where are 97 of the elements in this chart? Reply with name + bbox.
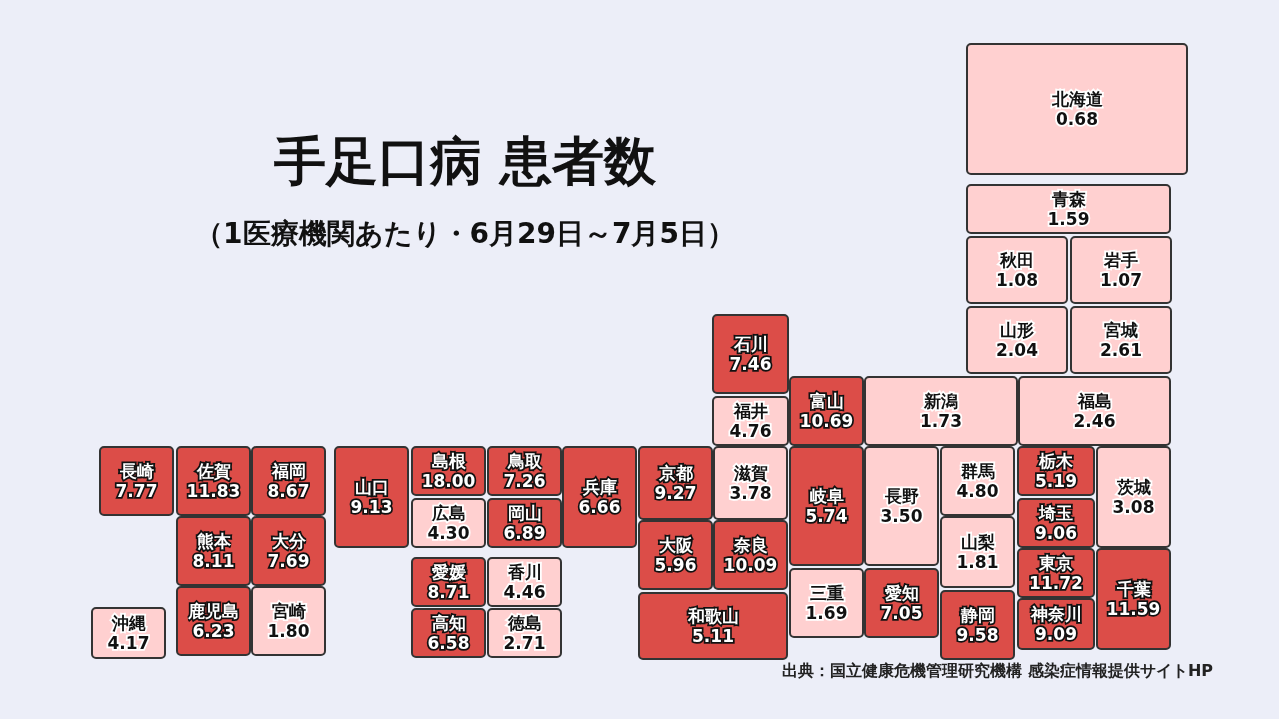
data-label: 1.80 [267,621,310,641]
category-label: 山形 [1000,320,1034,340]
data-label: 6.58 [427,633,470,653]
category-label: 大阪 [658,535,694,555]
category-label: 奈良 [732,535,768,555]
category-label: 愛知 [884,583,919,603]
category-label: 大分 [271,531,307,551]
data-label: 8.71 [427,582,470,602]
data-label: 1.69 [805,603,848,623]
category-label: 沖縄 [110,613,146,633]
category-label: 埼玉 [1038,503,1073,523]
data-label: 4.46 [503,582,546,602]
data-label: 8.67 [267,481,310,501]
category-label: 石川 [732,334,768,354]
category-label: 福岡 [270,461,306,481]
category-label: 佐賀 [195,461,231,481]
data-label: 9.13 [350,497,393,517]
category-label: 岩手 [1103,250,1138,270]
data-label: 1.81 [956,552,999,572]
category-label: 茨城 [1115,477,1151,497]
category-label: 高知 [431,613,466,633]
data-label: 7.26 [503,471,546,491]
category-label: 東京 [1038,553,1073,573]
data-label: 2.46 [1073,411,1116,431]
data-label: 11.83 [186,481,241,501]
data-label: 4.30 [427,523,470,543]
data-label: 9.09 [1035,624,1077,644]
category-label: 和歌山 [686,606,739,626]
category-label: 愛媛 [431,562,466,582]
category-label: 長野 [883,486,919,506]
data-label: 4.76 [729,421,772,441]
data-label: 0.68 [1056,109,1098,129]
data-label: 11.72 [1029,573,1083,593]
category-label: 島根 [431,451,467,471]
data-label: 1.07 [1100,270,1142,290]
category-label: 福島 [1076,391,1112,411]
data-label: 7.69 [267,551,310,571]
category-label: 神奈川 [1029,604,1082,624]
data-label: 7.05 [880,603,923,623]
data-label: 6.23 [192,621,235,641]
data-label: 3.08 [1112,497,1155,517]
category-label: 千葉 [1115,579,1151,599]
data-label: 2.71 [503,633,546,653]
category-label: 青森 [1050,189,1087,209]
category-label: 栃木 [1038,451,1074,471]
category-label: 山口 [354,477,389,497]
category-label: 鳥取 [506,451,543,471]
data-label: 11.59 [1106,599,1161,619]
category-label: 新潟 [923,391,958,411]
data-label: 7.77 [115,481,158,501]
category-label: 福井 [732,401,768,421]
category-label: 広島 [430,503,466,523]
data-label: 3.78 [729,483,772,503]
category-label: 宮崎 [271,601,306,621]
category-label: 岐阜 [809,486,844,506]
category-label: 兵庫 [581,477,617,497]
data-label: 10.69 [799,411,854,431]
category-label: 宮城 [1104,320,1138,340]
category-label: 香川 [506,562,542,582]
data-label: 5.19 [1035,471,1077,491]
category-label: 長崎 [118,461,154,481]
category-label: 京都 [657,463,693,483]
data-label: 9.27 [654,483,697,503]
data-label: 1.73 [920,411,962,431]
data-label: 10.09 [723,555,778,575]
category-label: 三重 [809,583,844,603]
data-label: 9.58 [956,625,999,645]
data-label: 9.06 [1035,523,1077,543]
category-label: 北海道 [1050,89,1103,109]
data-label: 4.80 [956,481,999,501]
text: 手足口病 患者数 [273,131,658,191]
data-label: 6.89 [503,523,546,543]
category-label: 岡山 [507,503,542,523]
data-label: 8.11 [192,551,235,571]
data-label: 7.46 [729,354,772,374]
category-label: 群馬 [959,461,995,481]
category-label: 熊本 [196,531,232,551]
category-label: 山梨 [960,532,995,552]
category-label: 秋田 [999,250,1034,270]
category-label: 富山 [809,391,844,411]
text: （1医療機関あたり・6月29日～7月5日） [195,216,735,250]
data-label: 5.96 [654,555,697,575]
category-label: 徳島 [506,613,542,633]
data-label: 1.08 [996,270,1038,290]
data-label: 1.59 [1047,209,1090,229]
data-label: 2.61 [1100,340,1142,360]
source-note: 出典：国立健康危機管理研究機構 感染症情報提供サイトHP [782,660,1214,680]
data-label: 5.74 [805,506,848,526]
category-label: 静岡 [959,605,995,625]
data-label: 3.50 [880,506,923,526]
data-label: 4.17 [107,633,150,653]
data-label: 18.00 [421,471,476,491]
data-label: 6.66 [578,497,621,517]
data-label: 2.04 [996,340,1039,360]
category-label: 鹿児島 [187,601,239,621]
category-label: 滋賀 [732,463,768,483]
data-label: 5.11 [692,626,734,646]
